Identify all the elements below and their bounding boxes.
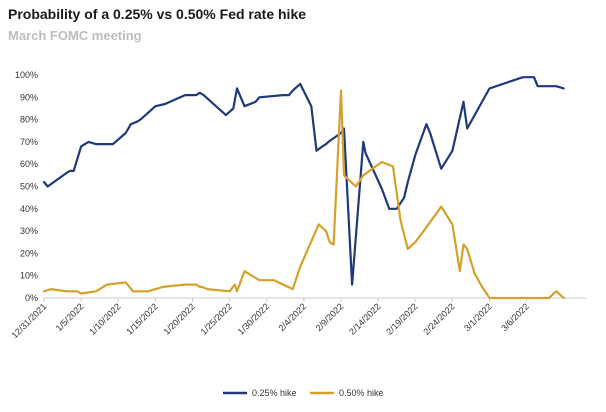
chart-subtitle: March FOMC meeting [8, 28, 142, 43]
x-tick-label: 2/19/2022 [384, 301, 419, 336]
series-line-050-hike [42, 89, 565, 300]
y-tick-label: 80% [20, 115, 38, 125]
y-tick-label: 10% [20, 271, 38, 281]
x-tick-label: 1/15/2022 [124, 301, 159, 336]
y-tick-label: 60% [20, 159, 38, 169]
y-tick-label: 50% [20, 182, 38, 192]
chart-title: Probability of a 0.25% vs 0.50% Fed rate… [8, 6, 307, 22]
x-tick-label: 1/5/2022 [54, 301, 86, 333]
y-tick-label: 70% [20, 137, 38, 147]
y-tick-label: 30% [20, 226, 38, 236]
x-tick-label: 3/6/2022 [499, 301, 531, 333]
x-tick-label: 1/10/2022 [87, 301, 122, 336]
legend-label: 0.50% hike [339, 388, 384, 398]
x-tick-label: 1/30/2022 [236, 301, 271, 336]
y-tick-label: 40% [20, 204, 38, 214]
y-tick-label: 0% [25, 293, 38, 303]
x-tick-label: 2/4/2022 [276, 301, 308, 333]
x-tick-label: 12/31/2021 [9, 301, 48, 340]
y-tick-label: 90% [20, 92, 38, 102]
x-tick-label: 2/14/2022 [347, 301, 382, 336]
legend-label: 0.25% hike [252, 388, 297, 398]
x-tick-label: 3/1/2022 [462, 301, 494, 333]
x-tick-label: 1/20/2022 [162, 301, 197, 336]
x-tick-label: 1/25/2022 [199, 301, 234, 336]
x-tick-label: 2/9/2022 [314, 301, 346, 333]
y-tick-label: 20% [20, 248, 38, 258]
y-tick-label: 100% [15, 70, 38, 80]
x-tick-label: 2/24/2022 [421, 301, 456, 336]
series-line-025-hike [42, 76, 565, 286]
